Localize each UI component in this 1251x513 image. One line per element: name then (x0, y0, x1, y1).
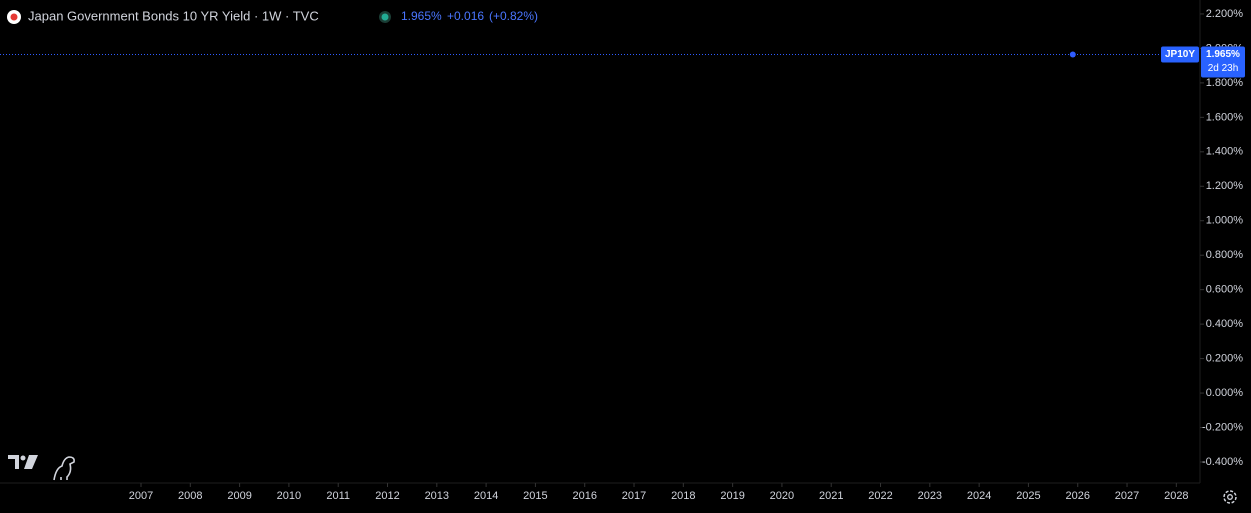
price-tag-countdown: 2d 23h (1208, 63, 1239, 74)
x-tick-label: 2018 (671, 490, 695, 502)
header-change: +0.016 (447, 9, 484, 23)
y-tick-label: 0.400% (1206, 318, 1244, 330)
price-tag (1201, 46, 1245, 78)
y-tick-label: 2.200% (1206, 8, 1244, 20)
price-tag-value: 1.965% (1206, 49, 1240, 60)
x-tick-label: 2023 (918, 490, 942, 502)
header-change-pct: (+0.82%) (489, 9, 538, 23)
settings-icon[interactable] (1223, 490, 1237, 504)
market-status-dot (381, 13, 389, 21)
flag-dot (10, 13, 18, 21)
x-tick-label: 2014 (474, 490, 498, 502)
y-tick-label: 0.600% (1206, 284, 1244, 296)
plot-area (0, 51, 1200, 58)
x-tick-label: 2019 (720, 490, 744, 502)
logo-part (20, 455, 26, 461)
x-tick-label: 2007 (129, 490, 153, 502)
symbol-tag-label: JP10Y (1165, 49, 1195, 60)
x-tick-label: 2017 (622, 490, 646, 502)
x-tick-label: 2011 (326, 490, 350, 502)
y-tick-label: 0.800% (1206, 249, 1244, 261)
y-tick-label: 1.400% (1206, 146, 1244, 158)
x-tick-label: 2008 (178, 490, 202, 502)
x-tick-label: 2022 (868, 490, 892, 502)
y-tick-label: 1.200% (1206, 180, 1244, 192)
tv-logo[interactable] (8, 455, 38, 469)
y-tick-label: -0.400% (1202, 456, 1243, 468)
x-tick-label: 2015 (523, 490, 547, 502)
x-tick-label: 2028 (1164, 490, 1188, 502)
y-tick-label: 0.200% (1206, 352, 1244, 364)
logo-part (8, 455, 19, 469)
symbol-tag (1161, 46, 1199, 63)
x-tick-label: 2021 (819, 490, 843, 502)
gear-outer (1223, 490, 1237, 504)
dino-icon[interactable] (53, 456, 75, 481)
logo-part (24, 455, 38, 469)
x-tick-label: 2009 (227, 490, 251, 502)
header-price: 1.965% (401, 9, 442, 23)
x-tick-label: 2024 (967, 490, 991, 502)
y-tick-label: 1.800% (1206, 77, 1244, 89)
x-tick-label: 2010 (277, 490, 301, 502)
last-point (1069, 51, 1076, 58)
y-tick-label: -0.200% (1202, 421, 1243, 433)
x-tick-label: 2012 (375, 490, 399, 502)
y-tick-label: 1.000% (1206, 215, 1244, 227)
x-tick-label: 2026 (1065, 490, 1089, 502)
y-tick-label: 0.000% (1206, 387, 1244, 399)
gear-inner (1227, 494, 1233, 500)
x-tick-label: 2027 (1115, 490, 1139, 502)
x-tick-label: 2013 (425, 490, 449, 502)
x-tick-label: 2016 (572, 490, 596, 502)
symbol-title: Japan Government Bonds 10 YR Yield · 1W … (28, 8, 319, 23)
y-tick-label: 1.600% (1206, 111, 1244, 123)
x-tick-label: 2025 (1016, 490, 1040, 502)
x-tick-label: 2020 (770, 490, 794, 502)
